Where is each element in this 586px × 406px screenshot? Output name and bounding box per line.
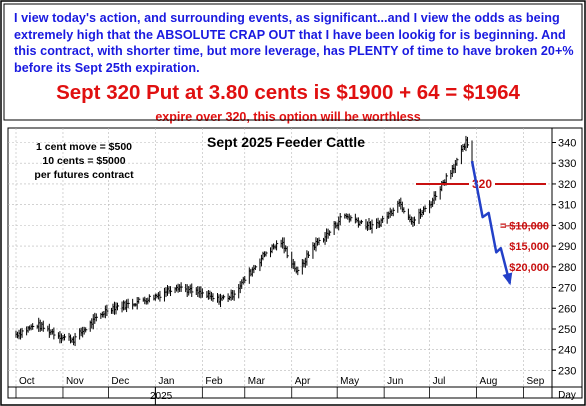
x-tick-label: Sep xyxy=(527,376,545,387)
y-tick-label: 240 xyxy=(558,345,576,357)
x-tick-label: Jan xyxy=(158,376,174,387)
y-tick-label: 320 xyxy=(558,179,576,191)
header-box xyxy=(3,3,583,121)
price-bars xyxy=(15,135,474,347)
x-tick-label: Oct xyxy=(19,376,35,387)
x-tick-label: Nov xyxy=(66,376,84,387)
x-tick-label: Aug xyxy=(480,376,498,387)
x-tick-label: Dec xyxy=(111,376,129,387)
y-tick-labels: 230 240 250 260 270 280 290 300 310 320 330 340 xyxy=(552,138,576,377)
y-tick-label: 230 xyxy=(558,365,576,377)
target-labels: $10,000$15,000$20,000= xyxy=(500,220,549,273)
y-tick-label: 260 xyxy=(558,303,576,315)
target-label: $15,000 xyxy=(509,241,549,253)
plot-area xyxy=(7,127,553,399)
x-tick-label: Mar xyxy=(248,376,266,387)
projection-path xyxy=(470,160,512,284)
y-tick-label: 290 xyxy=(558,241,576,253)
option-headline: Sept 320 Put at 3.80 cents is $1900 + 64… xyxy=(56,81,520,104)
x-tick-labels: Oct Nov Dec Jan Feb Mar Apr May Jun Jul Aug Sep xyxy=(15,376,545,405)
y-tick-label: 270 xyxy=(558,283,576,295)
x-tick-label: Jun xyxy=(387,376,403,387)
x-unit-label: Day xyxy=(558,390,576,401)
target-label: $20,000 xyxy=(509,262,549,274)
y-tick-label: 340 xyxy=(558,138,576,150)
y-tick-label: 280 xyxy=(558,262,576,274)
y-tick-label: 330 xyxy=(558,158,576,170)
per-contract-note: per futures contract xyxy=(34,169,134,181)
commentary-note: I view today's action, and surrounding e… xyxy=(14,11,574,75)
target-equals-marker: = xyxy=(500,220,506,232)
year-label: 2025 xyxy=(150,391,173,402)
y-tick-label: 310 xyxy=(558,200,576,212)
y-axis-box xyxy=(551,127,583,399)
ten-cents-note: 10 cents = $5000 xyxy=(42,155,125,167)
cent-move-note: 1 cent move = $500 xyxy=(36,141,132,153)
x-tick-label: Jul xyxy=(433,376,446,387)
projection-arrowhead xyxy=(502,272,513,286)
y-tick-label: 300 xyxy=(558,220,576,232)
chart-title: Sept 2025 Feeder Cattle xyxy=(207,134,365,150)
x-tick-label: Feb xyxy=(205,376,223,387)
y-tick-label: 250 xyxy=(558,324,576,336)
x-tick-label: Apr xyxy=(295,376,311,387)
x-tick-label: May xyxy=(340,376,359,387)
